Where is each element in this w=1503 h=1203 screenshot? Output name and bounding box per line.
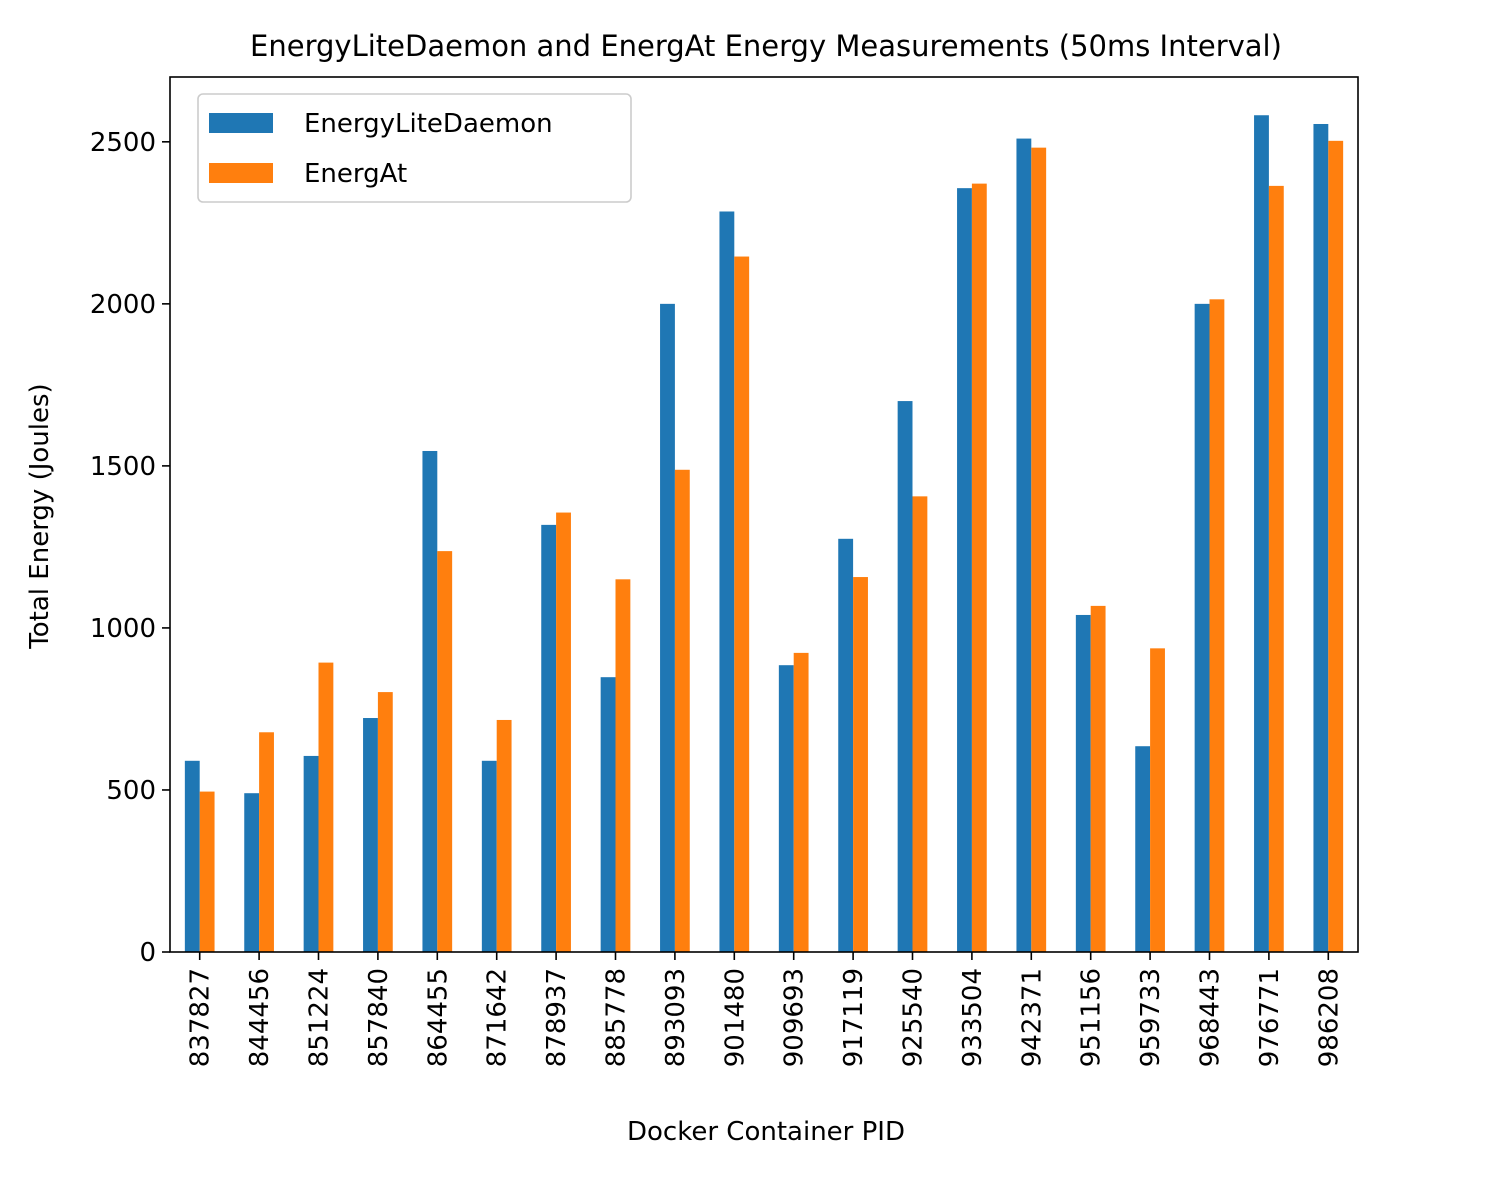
x-tick-label: 893093 <box>661 968 691 1067</box>
bar-energylitedaemon-837827 <box>184 760 200 952</box>
bar-energylitedaemon-864455 <box>422 450 438 952</box>
y-tick-label: 500 <box>106 776 156 806</box>
bar-energylitedaemon-917119 <box>838 538 854 952</box>
y-tick-label: 0 <box>139 938 156 968</box>
legend-label: EnergAt <box>304 159 407 189</box>
bar-energat-893093 <box>674 469 690 952</box>
bar-energylitedaemon-885778 <box>600 677 616 952</box>
bar-energylitedaemon-871642 <box>481 760 497 952</box>
bar-energat-864455 <box>437 551 453 952</box>
bar-energat-878937 <box>556 512 571 952</box>
legend-box <box>197 93 632 203</box>
bars <box>184 115 1344 953</box>
x-axis-label: Docker Container PID <box>627 1117 905 1147</box>
x-tick-label: 837827 <box>186 968 216 1067</box>
bar-energat-857840 <box>377 692 393 952</box>
y-axis-label: Total Energy (Joules) <box>25 383 55 649</box>
bar-energylitedaemon-909693 <box>778 665 794 952</box>
x-tick-label: 917119 <box>839 968 869 1067</box>
y-tick-label: 1000 <box>90 614 156 644</box>
x-tick-label: 933504 <box>958 968 988 1067</box>
x-tick-label: 871642 <box>483 968 513 1067</box>
bar-energat-851224 <box>318 662 334 952</box>
x-tick-label: 959733 <box>1136 968 1166 1067</box>
bar-energat-951156 <box>1090 605 1106 952</box>
bar-energat-909693 <box>793 652 809 952</box>
x-tick-label: 976771 <box>1255 968 1285 1067</box>
bar-energat-901480 <box>734 256 750 952</box>
x-tick-label: 857840 <box>364 968 394 1067</box>
legend: EnergyLiteDaemon EnergAt <box>197 93 632 203</box>
bar-energylitedaemon-976771 <box>1254 115 1269 953</box>
bar-energylitedaemon-942371 <box>1016 138 1032 952</box>
chart-title: EnergyLiteDaemon and EnergAt Energy Meas… <box>250 29 1282 63</box>
legend-label: EnergyLiteDaemon <box>304 109 553 139</box>
bar-energat-959733 <box>1150 648 1165 952</box>
bar-energylitedaemon-986208 <box>1313 123 1329 953</box>
bar-energylitedaemon-901480 <box>719 211 735 953</box>
legend-swatch <box>209 113 273 133</box>
x-tick-label: 951156 <box>1077 968 1107 1067</box>
x-tick-label: 909693 <box>780 968 810 1067</box>
y-tick-label: 1500 <box>90 452 156 482</box>
bar-energylitedaemon-925540 <box>897 401 913 952</box>
bar-energylitedaemon-959733 <box>1135 746 1151 952</box>
bar-energat-871642 <box>496 719 512 952</box>
y-tick-label: 2500 <box>90 128 156 158</box>
axes-ticks: 0 500 1000 1500 2000 2500 837827 844456 851224 85… <box>90 128 1344 1067</box>
bar-energylitedaemon-893093 <box>660 303 675 953</box>
x-tick-label: 901480 <box>720 968 750 1067</box>
bar-energat-844456 <box>259 732 274 952</box>
bar-energat-925540 <box>912 496 928 952</box>
bar-energat-933504 <box>971 183 987 953</box>
bar-energylitedaemon-878937 <box>541 524 557 952</box>
bar-energylitedaemon-933504 <box>957 188 972 952</box>
bar-energat-942371 <box>1031 147 1047 953</box>
x-tick-label: 844456 <box>245 968 275 1067</box>
bar-energylitedaemon-851224 <box>303 755 319 952</box>
y-tick-label: 2000 <box>90 290 156 320</box>
bar-energat-837827 <box>199 791 215 952</box>
x-tick-label: 851224 <box>305 968 335 1067</box>
bar-energylitedaemon-968443 <box>1194 303 1210 953</box>
bar-energylitedaemon-844456 <box>244 793 260 952</box>
x-tick-label: 942371 <box>1017 968 1047 1067</box>
x-tick-label: 986208 <box>1314 968 1344 1067</box>
bar-energat-986208 <box>1328 140 1344 952</box>
bar-energat-968443 <box>1209 299 1225 952</box>
legend-swatch <box>209 163 273 183</box>
bar-energat-976771 <box>1268 185 1284 952</box>
x-tick-label: 864455 <box>423 968 453 1067</box>
x-tick-label: 878937 <box>542 968 572 1067</box>
x-tick-label: 968443 <box>1196 968 1226 1067</box>
bar-energat-917119 <box>853 577 868 952</box>
plot-frame <box>169 76 1359 953</box>
x-tick-label: 925540 <box>899 968 929 1067</box>
bar-energat-885778 <box>615 579 631 952</box>
bar-energylitedaemon-857840 <box>363 718 378 952</box>
bar-energylitedaemon-951156 <box>1075 614 1091 952</box>
x-tick-label: 885778 <box>602 968 632 1067</box>
